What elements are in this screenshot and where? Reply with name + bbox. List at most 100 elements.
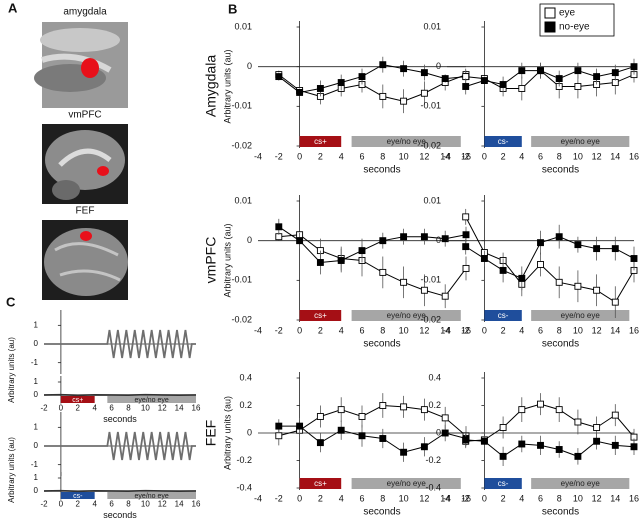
data-point: [420, 286, 428, 294]
data-point: [555, 233, 563, 241]
x-tick-label: 14: [175, 404, 184, 413]
data-point: [630, 63, 638, 71]
event-box: [60, 492, 95, 499]
x-tick-label: 14: [175, 500, 184, 509]
data-point: [462, 231, 470, 239]
brain-image: [34, 22, 128, 108]
event-label: eye/no eye: [387, 137, 427, 146]
y-axis-label: Arbitrary units (au): [222, 223, 232, 297]
x-tick-label: 4: [519, 325, 524, 335]
event-label: cs-: [498, 479, 509, 488]
data-point: [537, 441, 544, 449]
series-line: [278, 74, 467, 102]
data-point: [275, 223, 283, 231]
data-point: [337, 406, 345, 414]
data-point: [518, 274, 526, 282]
x-tick-label: 2: [76, 500, 81, 509]
event-label: eye/no eye: [561, 137, 601, 146]
y-tick-label: 0.2: [239, 400, 252, 410]
x-tick-label: 2: [501, 325, 506, 335]
brain-image: [42, 124, 128, 204]
y-axis-label: Arbitrary units (au): [7, 337, 16, 403]
data-point: [462, 83, 470, 90]
x-tick-label: -4: [443, 493, 451, 503]
y-tick-label: 1: [34, 320, 39, 329]
data-point: [611, 298, 619, 306]
data-point: [420, 69, 428, 77]
event-box: [299, 478, 342, 489]
y-tick-label: 0: [436, 235, 441, 245]
x-tick-label: 12: [592, 493, 602, 503]
y-tick-label: 0: [247, 235, 252, 245]
y-tick-label: -0.4: [425, 482, 441, 492]
y-tick-label: 0.01: [234, 21, 252, 31]
series-line: [465, 216, 635, 303]
y-tick-label: -0.2: [236, 455, 252, 465]
panel-label: C: [6, 294, 16, 309]
data-point: [379, 402, 387, 409]
y-tick-label: -0.01: [231, 101, 252, 111]
brain-image: [42, 220, 128, 300]
y-tick-label: -0.02: [231, 314, 252, 324]
x-tick-label: 0: [482, 493, 487, 503]
x-tick-label: 12: [158, 500, 167, 509]
data-point: [358, 432, 366, 440]
event-label: cs+: [314, 137, 327, 146]
x-tick-label: 6: [109, 500, 114, 509]
y-tick-label: 0.4: [239, 372, 252, 382]
event-box: [351, 478, 461, 489]
event-label: eye/no eye: [135, 397, 169, 404]
x-tick-label: 16: [629, 151, 639, 161]
data-point: [379, 237, 387, 245]
data-point: [400, 233, 408, 241]
x-tick-label: 14: [440, 493, 450, 503]
x-tick-label: 2: [318, 493, 323, 503]
data-point: [462, 243, 470, 251]
data-point: [379, 268, 387, 276]
x-axis-label: seconds: [542, 339, 579, 350]
row-label: FEF: [203, 420, 219, 446]
x-tick-label: 14: [610, 493, 620, 503]
data-point: [611, 411, 619, 419]
x-tick-label: 16: [192, 404, 201, 413]
x-tick-label: 12: [158, 404, 167, 413]
data-point: [555, 446, 563, 453]
x-axis-label: seconds: [542, 165, 579, 176]
data-point: [555, 278, 563, 286]
series-line: [465, 403, 635, 442]
event-box: [351, 136, 461, 147]
x-tick-label: -2: [462, 325, 470, 335]
event-label: cs-: [498, 137, 509, 146]
image-label: amygdala: [63, 7, 107, 18]
data-point: [480, 437, 488, 445]
series-line: [43, 393, 197, 397]
x-tick-label: -2: [40, 404, 48, 413]
event-box: [351, 310, 461, 321]
data-point: [593, 424, 601, 431]
x-tick-label: 6: [109, 404, 114, 413]
data-point: [400, 278, 408, 286]
data-point: [420, 233, 428, 241]
x-tick-label: 0: [59, 404, 64, 413]
data-point: [499, 266, 507, 274]
x-tick-label: 4: [92, 500, 97, 509]
x-tick-label: 16: [461, 151, 471, 161]
x-tick-label: 10: [141, 404, 150, 413]
data-point: [441, 235, 449, 243]
event-label: eye/no eye: [561, 311, 601, 320]
data-point: [574, 241, 582, 249]
data-point: [337, 257, 345, 264]
data-point: [379, 61, 387, 69]
x-tick-label: 6: [538, 325, 543, 335]
data-point: [420, 406, 428, 414]
y-tick-label: 0: [34, 441, 39, 450]
x-tick-label: 8: [126, 500, 131, 509]
y-tick-label: -0.01: [420, 275, 441, 285]
data-point: [555, 75, 563, 83]
x-tick-label: 6: [359, 325, 364, 335]
y-tick-label: 0.01: [423, 195, 441, 205]
data-point: [441, 414, 449, 422]
data-point: [593, 437, 601, 445]
data-point: [400, 403, 408, 411]
